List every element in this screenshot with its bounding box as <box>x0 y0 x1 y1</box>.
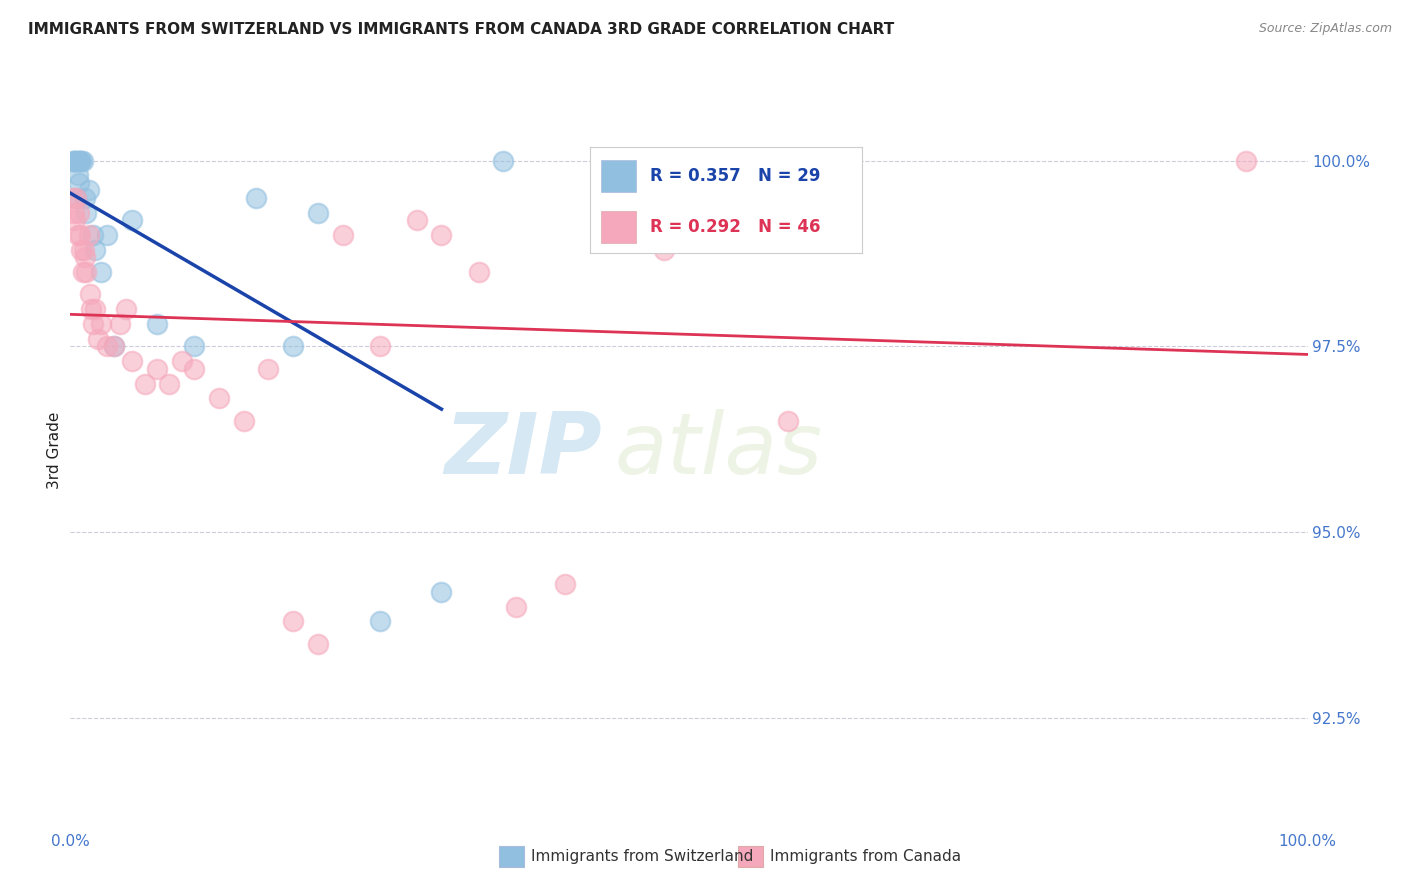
Point <box>257 361 280 376</box>
Point <box>65 213 87 227</box>
Point <box>505 599 527 614</box>
Point <box>208 392 231 406</box>
Point <box>69 153 91 168</box>
Text: ZIP: ZIP <box>444 409 602 492</box>
Point <box>405 213 427 227</box>
Point <box>66 227 89 242</box>
Point <box>84 302 107 317</box>
Point <box>77 183 100 197</box>
Point <box>63 205 86 219</box>
Point <box>492 153 515 168</box>
Text: Immigrants from Switzerland: Immigrants from Switzerland <box>531 849 754 863</box>
Point <box>62 153 84 168</box>
Point <box>281 615 304 629</box>
Point <box>65 153 87 168</box>
Point <box>170 354 193 368</box>
Point <box>65 191 87 205</box>
Point <box>75 205 97 219</box>
Point <box>65 191 87 205</box>
Point <box>86 332 108 346</box>
Point <box>66 169 89 183</box>
Point <box>183 339 205 353</box>
Point <box>70 243 93 257</box>
Point <box>80 302 103 317</box>
Point <box>77 227 100 242</box>
Point <box>134 376 156 391</box>
Point <box>62 191 84 205</box>
Point <box>368 615 391 629</box>
Point <box>90 317 112 331</box>
Point <box>67 153 90 168</box>
Y-axis label: 3rd Grade: 3rd Grade <box>46 412 62 489</box>
Point <box>332 227 354 242</box>
Point <box>115 302 138 317</box>
Point <box>63 153 86 168</box>
Point <box>103 339 125 353</box>
Point <box>146 317 169 331</box>
Point <box>652 243 675 257</box>
Point <box>1234 153 1257 168</box>
Point <box>79 287 101 301</box>
Point <box>430 227 453 242</box>
Point <box>84 243 107 257</box>
Text: Source: ZipAtlas.com: Source: ZipAtlas.com <box>1258 22 1392 36</box>
Point <box>75 265 97 279</box>
Text: atlas: atlas <box>614 409 823 492</box>
Point <box>90 265 112 279</box>
Point <box>70 153 93 168</box>
Point <box>281 339 304 353</box>
Point <box>96 227 118 242</box>
Point <box>72 265 94 279</box>
Point <box>703 205 725 219</box>
Point <box>72 153 94 168</box>
Point <box>467 265 489 279</box>
Point <box>430 584 453 599</box>
Text: Immigrants from Canada: Immigrants from Canada <box>770 849 962 863</box>
Point <box>603 227 626 242</box>
Point <box>103 339 125 353</box>
Text: IMMIGRANTS FROM SWITZERLAND VS IMMIGRANTS FROM CANADA 3RD GRADE CORRELATION CHAR: IMMIGRANTS FROM SWITZERLAND VS IMMIGRANT… <box>28 22 894 37</box>
Point <box>82 227 104 242</box>
Point <box>157 376 180 391</box>
Point <box>108 317 131 331</box>
Point <box>69 227 91 242</box>
Point <box>75 191 97 205</box>
Point <box>96 339 118 353</box>
Point <box>121 213 143 227</box>
Point <box>307 205 329 219</box>
Point <box>183 361 205 376</box>
Point <box>368 339 391 353</box>
Point <box>146 361 169 376</box>
Point <box>67 176 90 190</box>
Point <box>554 577 576 591</box>
Point <box>65 153 87 168</box>
Point <box>232 414 254 428</box>
Point <box>121 354 143 368</box>
Point <box>776 414 799 428</box>
Point <box>82 317 104 331</box>
Point <box>245 191 267 205</box>
Point <box>66 153 89 168</box>
Point <box>75 250 97 264</box>
Point <box>73 243 96 257</box>
Point <box>67 205 90 219</box>
Point <box>307 637 329 651</box>
